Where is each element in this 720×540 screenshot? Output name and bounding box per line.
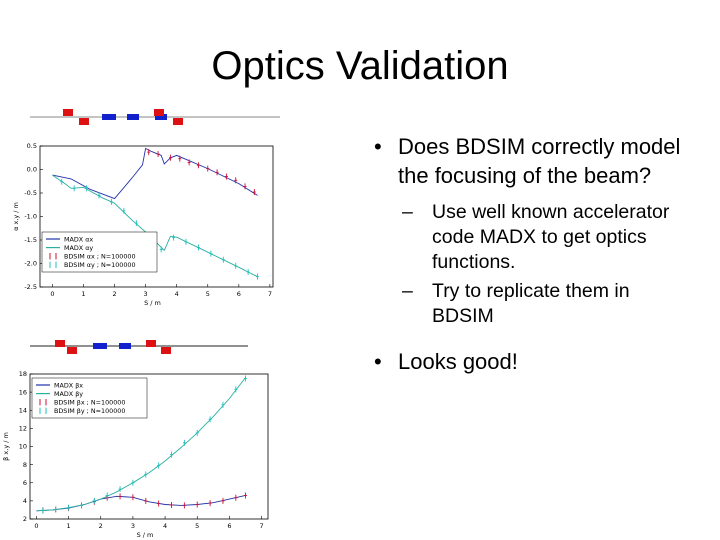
x-axis-label: S / m [137, 531, 154, 538]
x-tick-label: 7 [268, 290, 272, 298]
bullet-dash: – [402, 201, 413, 223]
legend-label: MADX βy [54, 390, 83, 398]
x-tick-label: 6 [237, 290, 241, 298]
quadrupole-focusing [67, 347, 77, 354]
x-tick-label: 3 [144, 290, 148, 298]
y-tick-label: 4 [23, 497, 27, 505]
y-tick-label: -0.5 [24, 189, 37, 197]
bullet-dash: – [402, 280, 413, 302]
x-tick-label: 7 [259, 522, 263, 530]
x-tick-label: 5 [206, 290, 210, 298]
legend-label: BDSIM βy ; N=100000 [54, 407, 125, 415]
y-tick-label: 2 [23, 515, 27, 523]
x-tick-label: 4 [163, 522, 167, 530]
y-tick-label: -1.5 [24, 236, 37, 244]
y-tick-label: 14 [19, 406, 27, 414]
quadrupole-focusing [79, 118, 89, 125]
y-tick-label: 0.0 [27, 166, 37, 174]
quadrupole-defocusing [127, 114, 139, 120]
x-tick-label: 0 [34, 522, 38, 530]
quadrupole-defocusing [119, 343, 131, 349]
y-tick-label: -1.0 [24, 213, 37, 221]
quadrupole-focusing [63, 109, 73, 116]
x-tick-label: 4 [175, 290, 179, 298]
slide-title: Optics Validation [211, 44, 509, 88]
y-tick-label: 0.5 [27, 142, 37, 150]
legend-label: MADX αy [64, 244, 93, 252]
legend-label: MADX αx [64, 235, 93, 243]
lattice-diagram-top [30, 109, 280, 125]
x-axis-label: S / m [144, 299, 161, 307]
bullet-text: Does BDSIM correctly model the focusing … [398, 134, 681, 188]
legend-box [31, 377, 148, 419]
sub-bullet-text: Use well known accelerator code MADX to … [432, 201, 670, 273]
sub-bullet-text: Try to replicate them in BDSIM [432, 280, 630, 327]
bullet-text: Looks good! [398, 349, 518, 374]
quadrupole-focusing [146, 340, 156, 347]
y-tick-label: 8 [23, 461, 27, 469]
alpha-chart: 0 1 2 3 4 5 6 7 0.5 0.0 -0.5 -1.0 -1.5 -2.0 -2.5 S / m α… [12, 142, 274, 307]
series-line [52, 147, 258, 200]
lattice-diagram-bottom [30, 340, 248, 354]
bullet-dot: • [374, 134, 382, 159]
legend-label: BDSIM αx ; N=100000 [64, 253, 136, 261]
sub-bullet-item: – Try to replicate them in BDSIM [370, 279, 690, 329]
x-tick-label: 2 [99, 522, 103, 530]
y-tick-label: 16 [19, 388, 27, 396]
legend-label: BDSIM αy ; N=100000 [64, 261, 136, 269]
quadrupole-defocusing [93, 343, 107, 349]
y-axis-label: β x,y / m [2, 432, 10, 461]
quadrupole-focusing [154, 109, 164, 116]
x-tick-label: 3 [131, 522, 135, 530]
x-tick-label: 0 [50, 290, 54, 298]
quadrupole-focusing [55, 340, 65, 347]
legend-box [41, 231, 158, 273]
y-tick-label: 12 [19, 425, 27, 433]
bullet-dot: • [374, 349, 382, 374]
y-tick-label: 6 [23, 479, 27, 487]
x-tick-label: 1 [81, 290, 85, 298]
x-tick-label: 6 [227, 522, 231, 530]
x-tick-label: 2 [112, 290, 116, 298]
quadrupole-focusing [173, 118, 183, 125]
y-tick-label: -2.5 [24, 283, 37, 291]
bullet-item: • Looks good! [370, 347, 690, 376]
bullet-item: • Does BDSIM correctly model the focusin… [370, 132, 690, 190]
quadrupole-focusing [161, 347, 171, 354]
quadrupole-defocusing [155, 114, 167, 120]
legend-label: MADX βx [54, 381, 83, 389]
y-axis-label: α x,y / m [12, 202, 20, 231]
y-tick-label: 10 [19, 443, 27, 451]
x-tick-label: 5 [195, 522, 199, 530]
y-tick-label: -2.0 [24, 260, 37, 268]
legend-label: BDSIM βx ; N=100000 [54, 399, 125, 407]
x-tick-label: 1 [67, 522, 71, 530]
bullet-list: • Does BDSIM correctly model the focusin… [370, 132, 690, 376]
quadrupole-defocusing [102, 114, 116, 120]
y-tick-label: 18 [19, 370, 27, 378]
sub-bullet-item: – Use well known accelerator code MADX t… [370, 200, 690, 275]
